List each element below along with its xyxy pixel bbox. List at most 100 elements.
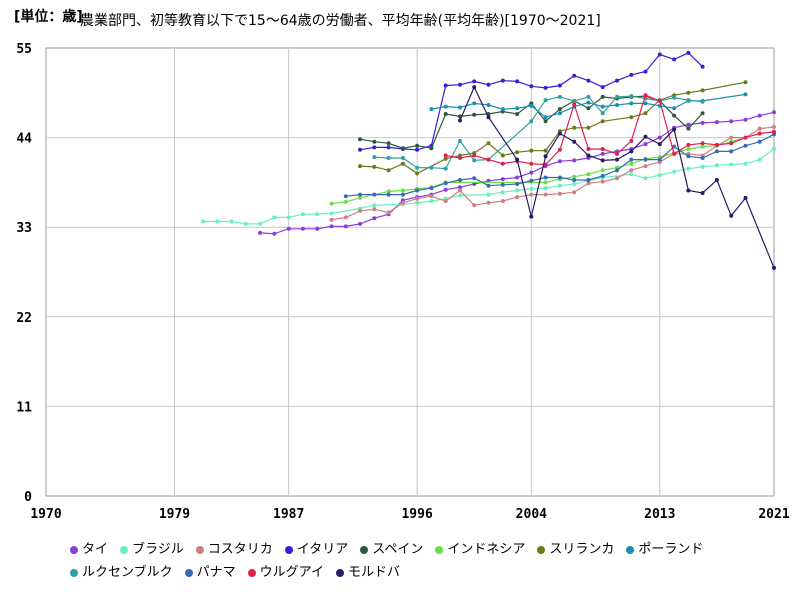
data-point bbox=[500, 161, 505, 166]
data-point bbox=[515, 195, 520, 200]
data-point bbox=[529, 119, 534, 124]
data-point bbox=[372, 139, 377, 144]
data-point bbox=[757, 157, 762, 162]
data-point bbox=[443, 166, 448, 171]
data-point bbox=[743, 117, 748, 122]
data-point bbox=[743, 80, 748, 85]
data-point bbox=[615, 103, 619, 107]
data-point bbox=[600, 151, 605, 156]
data-point bbox=[586, 181, 591, 186]
data-point bbox=[500, 199, 505, 204]
data-point bbox=[686, 166, 691, 171]
data-point bbox=[700, 99, 705, 104]
data-point bbox=[672, 57, 677, 62]
legend-label: コスタリカ bbox=[207, 542, 273, 557]
data-point bbox=[415, 171, 420, 176]
legend-marker bbox=[284, 545, 293, 554]
data-point bbox=[543, 192, 548, 197]
data-point bbox=[743, 195, 748, 200]
data-point bbox=[358, 164, 362, 169]
x-tick-label: 1970 bbox=[30, 507, 61, 522]
y-tick-label: 55 bbox=[16, 42, 32, 57]
data-point bbox=[358, 147, 362, 152]
series-line bbox=[359, 81, 746, 175]
data-point bbox=[672, 151, 677, 156]
data-point bbox=[714, 149, 719, 154]
data-point bbox=[657, 142, 662, 147]
legend-marker bbox=[626, 545, 635, 554]
data-point bbox=[700, 64, 705, 69]
data-point bbox=[629, 149, 634, 154]
data-point bbox=[672, 144, 677, 149]
data-point bbox=[772, 265, 776, 270]
data-point bbox=[415, 200, 420, 205]
legend-marker bbox=[120, 545, 129, 554]
x-tick-label: 2004 bbox=[516, 507, 547, 522]
data-point bbox=[657, 157, 662, 162]
data-point bbox=[458, 185, 462, 190]
chart-legend: タイ ブラジル コスタリカ イタリア スペイン インドネシア スリランカ ポーランドルクセンブ… bbox=[70, 538, 798, 584]
data-point bbox=[557, 183, 562, 188]
legend-marker bbox=[360, 545, 369, 554]
data-point bbox=[729, 213, 734, 218]
data-point bbox=[515, 79, 520, 84]
data-point bbox=[386, 189, 391, 194]
data-point bbox=[372, 216, 377, 221]
data-point bbox=[515, 112, 520, 116]
data-point bbox=[500, 107, 505, 112]
data-point bbox=[443, 156, 448, 161]
data-point bbox=[400, 188, 405, 193]
data-point bbox=[672, 169, 677, 174]
data-point bbox=[572, 98, 577, 103]
data-point bbox=[729, 141, 734, 146]
data-point bbox=[615, 176, 619, 181]
data-point bbox=[486, 157, 491, 162]
data-point bbox=[600, 85, 605, 90]
series-line bbox=[331, 126, 775, 221]
data-point bbox=[572, 73, 577, 78]
data-point bbox=[600, 147, 605, 151]
data-point bbox=[443, 181, 448, 186]
data-point bbox=[643, 157, 648, 162]
data-point bbox=[458, 156, 462, 160]
data-point bbox=[657, 135, 662, 140]
data-point bbox=[572, 178, 577, 182]
unit-label: [単位：歳] bbox=[14, 9, 83, 25]
legend-label: ポーランド bbox=[638, 542, 704, 557]
y-tick-label: 33 bbox=[16, 221, 32, 236]
data-point bbox=[358, 192, 362, 197]
legend-marker bbox=[336, 568, 344, 577]
data-point bbox=[486, 183, 491, 188]
data-point bbox=[458, 82, 462, 87]
data-point bbox=[315, 226, 320, 231]
data-point bbox=[515, 175, 520, 180]
data-point bbox=[429, 107, 434, 112]
data-point bbox=[486, 115, 491, 120]
data-point bbox=[529, 148, 534, 153]
data-point bbox=[443, 199, 448, 204]
x-tick-label: 1996 bbox=[401, 507, 432, 522]
data-point bbox=[543, 98, 548, 103]
data-point bbox=[315, 212, 320, 217]
data-point bbox=[372, 192, 377, 197]
data-point bbox=[557, 131, 562, 136]
data-point bbox=[700, 111, 705, 116]
data-point bbox=[743, 135, 748, 140]
data-point bbox=[615, 168, 619, 173]
data-point bbox=[415, 143, 420, 148]
data-point bbox=[686, 50, 691, 55]
data-point bbox=[643, 93, 648, 98]
data-point bbox=[358, 208, 362, 213]
legend-marker bbox=[70, 568, 78, 577]
data-point bbox=[229, 219, 234, 224]
data-point bbox=[201, 219, 205, 224]
data-point bbox=[557, 107, 562, 112]
data-point bbox=[572, 139, 577, 144]
data-point bbox=[372, 203, 377, 208]
data-point bbox=[472, 112, 477, 117]
data-point bbox=[443, 104, 448, 109]
data-point bbox=[643, 111, 648, 116]
data-point bbox=[329, 211, 334, 216]
data-point bbox=[643, 142, 648, 147]
data-point bbox=[686, 98, 691, 103]
